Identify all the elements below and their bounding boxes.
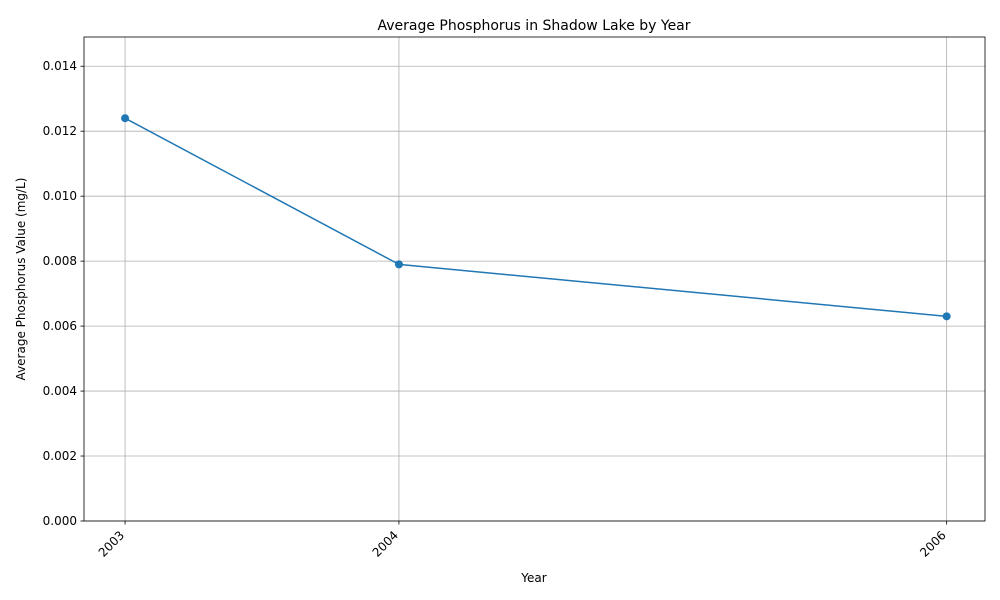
chart-title: Average Phosphorus in Shadow Lake by Yea…: [377, 18, 690, 34]
data-point: [942, 312, 951, 321]
y-axis-label: Average Phosphorus Value (mg/L): [14, 178, 28, 381]
x-tick-label: 2006: [917, 528, 948, 559]
data-point: [121, 114, 130, 123]
plot-data: [121, 114, 951, 321]
series-line: [124, 117, 947, 318]
x-tick-label: 2003: [96, 528, 127, 559]
y-tick-label: 0.012: [43, 124, 77, 138]
x-axis-label: Year: [520, 571, 546, 585]
x-tick-label: 2004: [370, 528, 401, 559]
y-axis-ticks: 0.000 0.002 0.004 0.006 0.008 0.010 0.012 0.014: [43, 59, 84, 528]
y-tick-label: 0.000: [43, 514, 77, 528]
data-point: [394, 260, 403, 269]
y-tick-label: 0.008: [43, 254, 77, 268]
y-tick-label: 0.006: [43, 319, 77, 333]
grid-lines: [84, 37, 985, 522]
plot-frame: [83, 36, 986, 522]
y-tick-label: 0.010: [43, 189, 77, 203]
y-tick-label: 0.002: [43, 449, 77, 463]
y-tick-label: 0.014: [43, 59, 77, 73]
y-tick-label: 0.004: [43, 384, 77, 398]
x-axis-ticks: 2003 2004 2006: [96, 521, 949, 560]
